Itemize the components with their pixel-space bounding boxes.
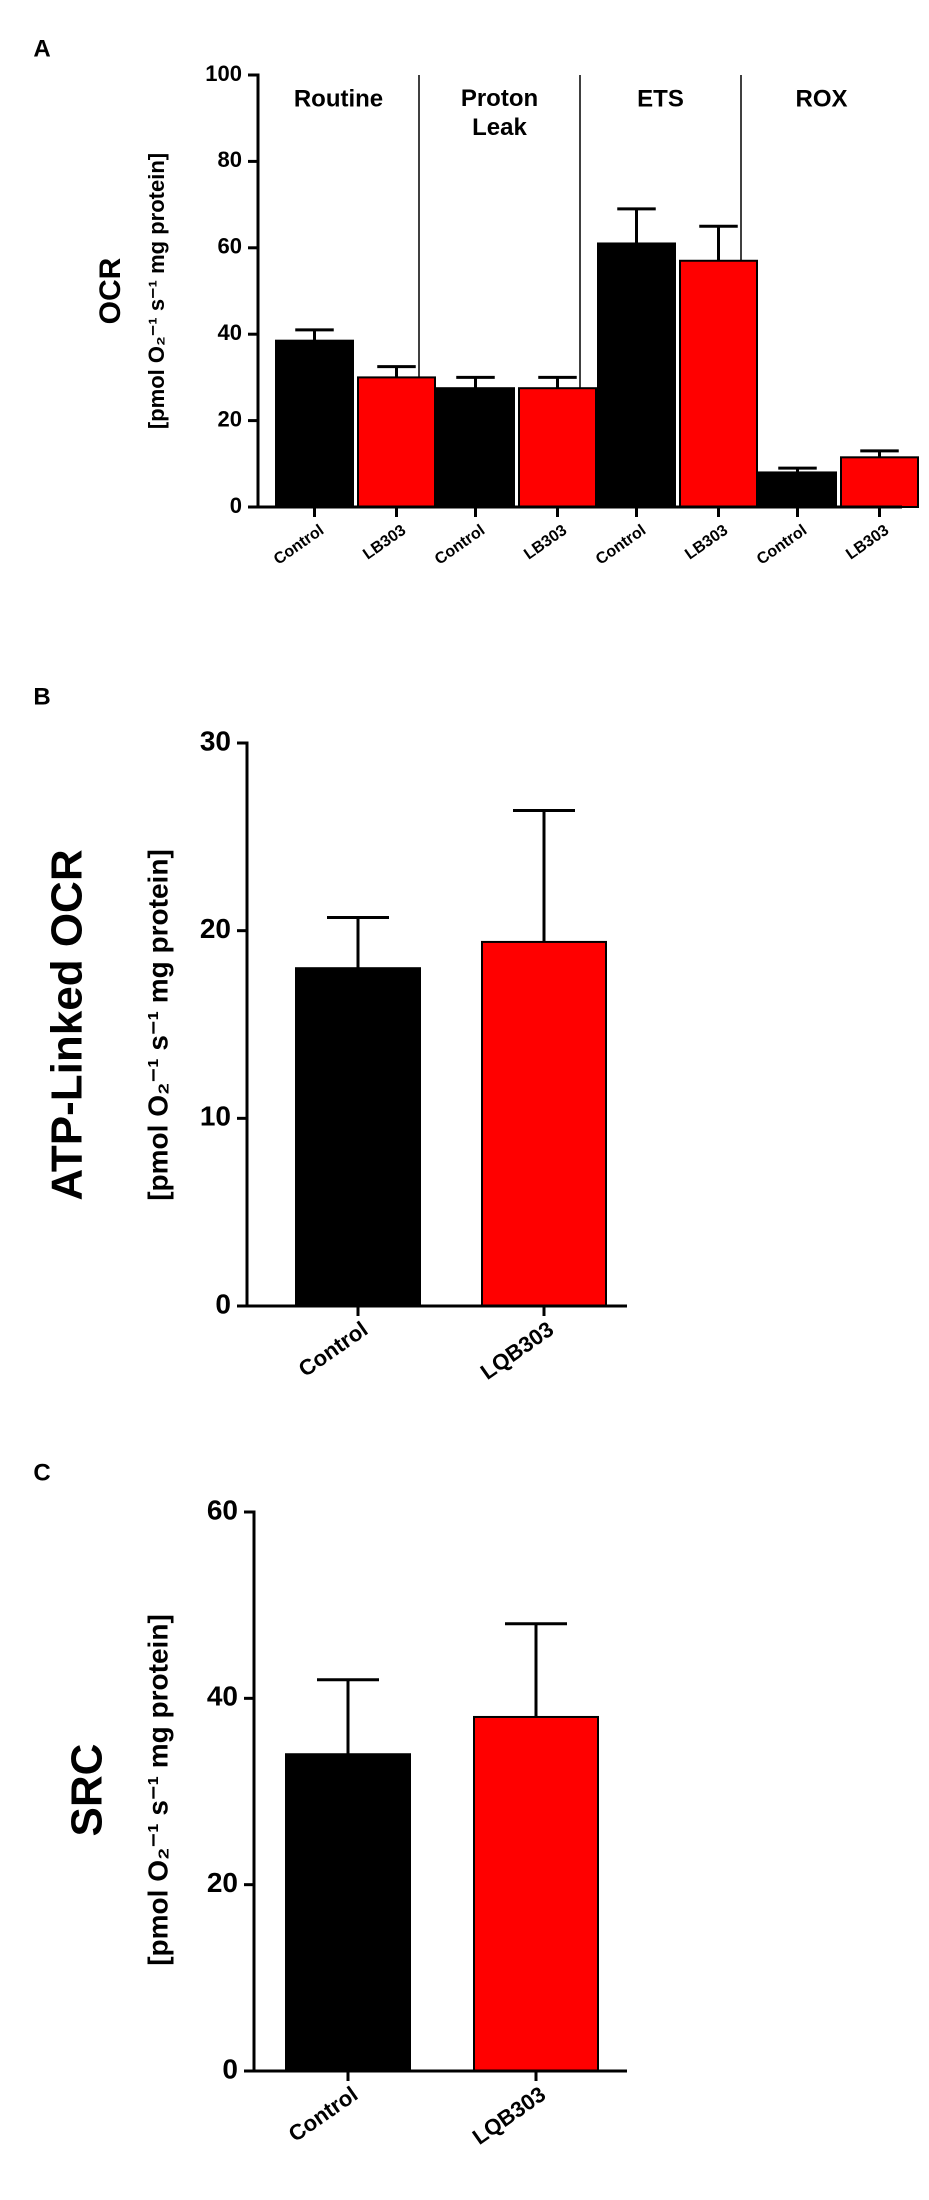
group-label: ROX (795, 85, 847, 112)
y-tick-label: 20 (207, 1867, 238, 1898)
group-label: ETS (637, 85, 684, 112)
x-tick-label: Control (593, 522, 649, 569)
y-tick-label: 0 (222, 2053, 238, 2084)
y-tick-label: 0 (215, 1288, 231, 1319)
bar (357, 376, 436, 508)
panel-label: A (33, 35, 50, 62)
y-axis-units: [pmol O₂⁻¹ s⁻¹ mg protein] (142, 849, 173, 1201)
y-tick-label: 60 (218, 234, 242, 259)
y-tick-label: 80 (218, 147, 242, 172)
y-axis-title: SRC (63, 1744, 112, 1837)
bar (518, 387, 597, 509)
y-tick-label: 20 (218, 406, 242, 431)
y-axis-title: ATP-Linked OCR (43, 849, 92, 1200)
x-tick-label: LB303 (843, 522, 892, 564)
y-tick-label: 40 (207, 1681, 238, 1712)
y-tick-label: 0 (230, 493, 242, 518)
x-tick-label: LB303 (521, 522, 570, 564)
bar (275, 339, 354, 508)
bar (758, 471, 837, 509)
y-tick-label: 40 (218, 320, 242, 345)
x-tick-label: Control (271, 522, 327, 569)
panel-label: C (33, 1459, 50, 1486)
y-axis-title: OCR (94, 257, 127, 324)
x-tick-label: LQB303 (476, 1316, 558, 1384)
bar (679, 259, 758, 509)
x-tick-label: Control (754, 522, 810, 569)
panel-label: B (33, 683, 50, 710)
x-tick-label: LQB303 (468, 2081, 550, 2149)
group-label: Proton Leak (461, 85, 538, 141)
x-tick-label: LB303 (360, 522, 409, 564)
group-label: Routine (294, 85, 383, 112)
x-tick-label: Control (294, 1316, 372, 1381)
y-tick-label: 20 (200, 913, 231, 944)
bar (481, 940, 607, 1308)
y-tick-label: 10 (200, 1101, 231, 1132)
y-tick-label: 60 (207, 1494, 238, 1525)
x-tick-label: Control (432, 522, 488, 569)
x-tick-label: LB303 (682, 522, 731, 564)
y-tick-label: 100 (205, 61, 242, 86)
y-axis-units: [pmol O₂⁻¹ s⁻¹ mg protein] (144, 153, 169, 429)
y-axis-units: [pmol O₂⁻¹ s⁻¹ mg protein] (142, 1614, 173, 1966)
bar (295, 967, 421, 1307)
bar (473, 1715, 599, 2072)
bar (436, 387, 515, 509)
bar (840, 456, 919, 509)
x-tick-label: Control (284, 2081, 362, 2146)
bar (597, 242, 676, 508)
y-tick-label: 30 (200, 725, 231, 756)
bar (285, 1753, 411, 2072)
